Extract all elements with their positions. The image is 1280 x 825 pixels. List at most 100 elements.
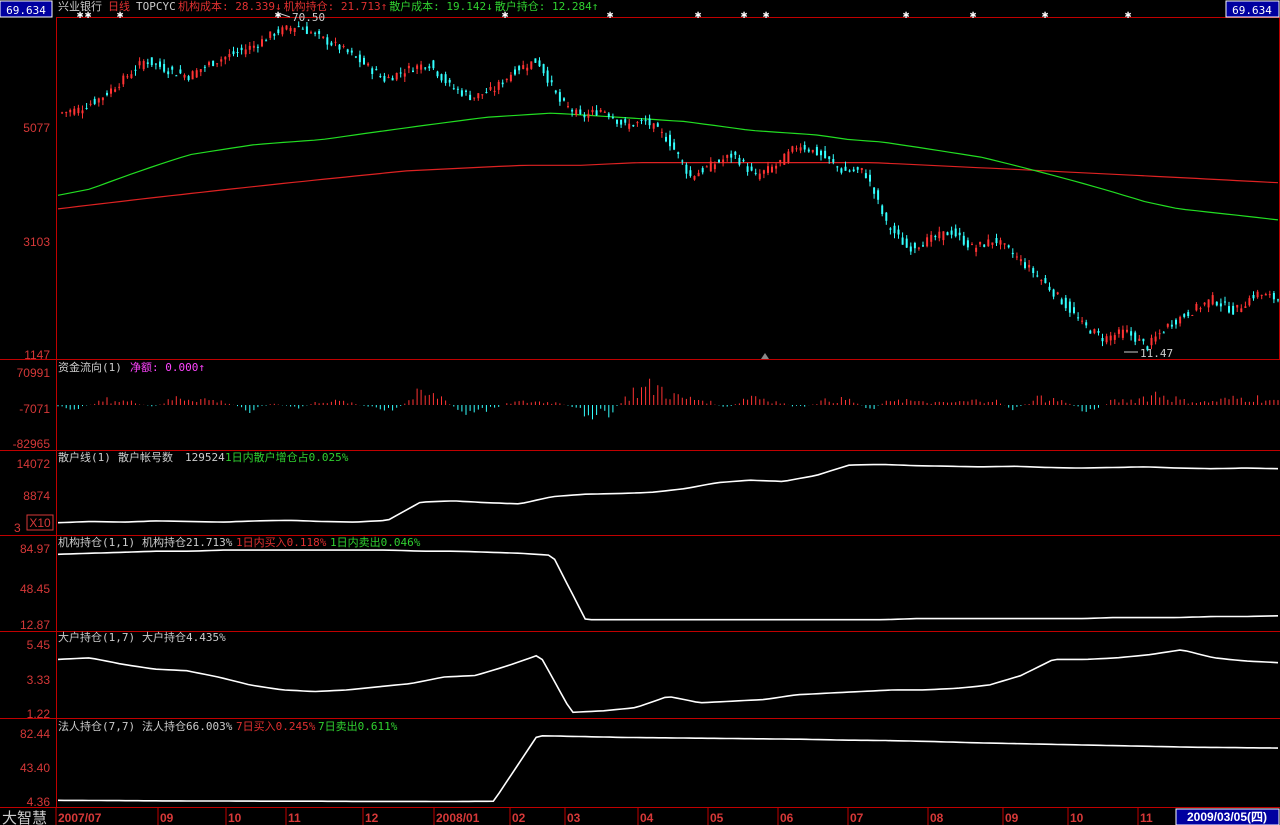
candle-body[interactable] bbox=[771, 166, 773, 173]
candle-body[interactable] bbox=[301, 28, 304, 30]
candle-body[interactable] bbox=[1138, 338, 1141, 341]
candle-body[interactable] bbox=[460, 90, 463, 96]
candle-body[interactable] bbox=[256, 46, 259, 48]
candle-body[interactable] bbox=[403, 73, 406, 77]
candle-body[interactable] bbox=[1081, 320, 1084, 322]
candle-body[interactable] bbox=[1162, 332, 1165, 334]
candle-body[interactable] bbox=[954, 228, 957, 237]
candle-body[interactable] bbox=[485, 92, 488, 93]
candle-body[interactable] bbox=[783, 153, 786, 165]
candle-body[interactable] bbox=[293, 28, 296, 32]
candle-body[interactable] bbox=[705, 166, 708, 168]
candle-body[interactable] bbox=[640, 120, 643, 121]
candle-body[interactable] bbox=[1236, 304, 1239, 308]
candle-body[interactable] bbox=[636, 122, 639, 124]
candle-body[interactable] bbox=[1240, 308, 1243, 312]
candle-body[interactable] bbox=[138, 61, 141, 66]
candle-body[interactable] bbox=[762, 170, 765, 174]
candle-body[interactable] bbox=[1036, 275, 1039, 277]
candle-body[interactable] bbox=[375, 68, 378, 71]
candle-body[interactable] bbox=[1150, 337, 1153, 346]
candle-body[interactable] bbox=[599, 110, 602, 112]
candle-body[interactable] bbox=[118, 86, 121, 88]
candle-body[interactable] bbox=[469, 94, 472, 100]
candle-body[interactable] bbox=[285, 25, 288, 30]
candle-body[interactable] bbox=[208, 62, 210, 66]
candle-body[interactable] bbox=[1068, 301, 1071, 313]
candle-body[interactable] bbox=[689, 170, 692, 176]
candle-body[interactable] bbox=[979, 241, 982, 245]
candle-body[interactable] bbox=[873, 187, 876, 194]
candle-body[interactable] bbox=[350, 50, 353, 53]
event-marker-icon[interactable]: ✱ bbox=[763, 8, 770, 21]
candle-body[interactable] bbox=[93, 98, 96, 104]
candle-body[interactable] bbox=[444, 74, 447, 84]
candle-body[interactable] bbox=[1003, 243, 1006, 245]
candle-body[interactable] bbox=[1195, 304, 1198, 311]
candle-body[interactable] bbox=[840, 168, 843, 173]
candle-body[interactable] bbox=[971, 244, 973, 246]
candle-body[interactable] bbox=[432, 60, 435, 69]
candle-body[interactable] bbox=[734, 151, 737, 155]
candle-body[interactable] bbox=[1097, 331, 1100, 333]
event-marker-icon[interactable]: ✱ bbox=[117, 8, 124, 21]
candle-body[interactable] bbox=[261, 39, 263, 47]
candle-body[interactable] bbox=[587, 113, 590, 118]
candle-body[interactable] bbox=[1007, 245, 1010, 248]
candle-body[interactable] bbox=[901, 237, 904, 245]
candle-body[interactable] bbox=[77, 107, 80, 114]
candle-body[interactable] bbox=[448, 79, 451, 83]
candle-body[interactable] bbox=[852, 169, 855, 172]
candle-body[interactable] bbox=[1146, 346, 1149, 350]
candle-body[interactable] bbox=[399, 72, 402, 74]
candle-body[interactable] bbox=[905, 238, 908, 248]
candle-body[interactable] bbox=[983, 244, 986, 247]
candle-body[interactable] bbox=[358, 54, 361, 63]
candle-body[interactable] bbox=[1244, 306, 1247, 308]
candle-body[interactable] bbox=[514, 69, 516, 75]
candle-body[interactable] bbox=[505, 78, 508, 81]
candle-body[interactable] bbox=[611, 117, 614, 119]
candle-body[interactable] bbox=[420, 64, 423, 70]
candle-body[interactable] bbox=[909, 246, 912, 252]
candle-body[interactable] bbox=[379, 76, 382, 77]
candle-body[interactable] bbox=[975, 247, 978, 252]
candle-body[interactable] bbox=[1044, 278, 1047, 284]
candle-body[interactable] bbox=[881, 205, 884, 215]
candle-body[interactable] bbox=[481, 94, 484, 96]
candle-body[interactable] bbox=[726, 155, 729, 158]
candle-body[interactable] bbox=[1175, 319, 1177, 325]
candle-body[interactable] bbox=[558, 92, 561, 102]
scroll-marker-icon[interactable] bbox=[761, 353, 769, 359]
event-marker-icon[interactable]: ✱ bbox=[607, 8, 614, 21]
candle-body[interactable] bbox=[922, 245, 924, 247]
candle-body[interactable] bbox=[114, 89, 117, 92]
candle-body[interactable] bbox=[171, 66, 174, 70]
candle-body[interactable] bbox=[913, 243, 916, 249]
candle-body[interactable] bbox=[273, 34, 276, 36]
candle-body[interactable] bbox=[864, 173, 867, 178]
candle-body[interactable] bbox=[289, 27, 292, 32]
candle-body[interactable] bbox=[322, 36, 325, 38]
candle-body[interactable] bbox=[701, 168, 704, 173]
candle-body[interactable] bbox=[693, 176, 696, 180]
candle-body[interactable] bbox=[326, 37, 329, 45]
candle-body[interactable] bbox=[252, 45, 255, 48]
candle-body[interactable] bbox=[1179, 316, 1182, 324]
candle-body[interactable] bbox=[942, 231, 945, 241]
event-marker-icon[interactable]: ✱ bbox=[1125, 8, 1132, 21]
candle-body[interactable] bbox=[1024, 262, 1026, 268]
candle-body[interactable] bbox=[1183, 314, 1186, 317]
candle-body[interactable] bbox=[416, 65, 419, 69]
event-marker-icon[interactable]: ✱ bbox=[970, 8, 977, 21]
candle-body[interactable] bbox=[603, 111, 606, 113]
candle-body[interactable] bbox=[159, 61, 161, 67]
candle-body[interactable] bbox=[1109, 335, 1112, 341]
candle-body[interactable] bbox=[216, 63, 219, 65]
candle-body[interactable] bbox=[130, 74, 133, 79]
event-marker-icon[interactable]: ✱ bbox=[903, 8, 910, 21]
candle-body[interactable] bbox=[877, 190, 880, 200]
candle-body[interactable] bbox=[1158, 333, 1161, 335]
candle-body[interactable] bbox=[477, 93, 480, 99]
